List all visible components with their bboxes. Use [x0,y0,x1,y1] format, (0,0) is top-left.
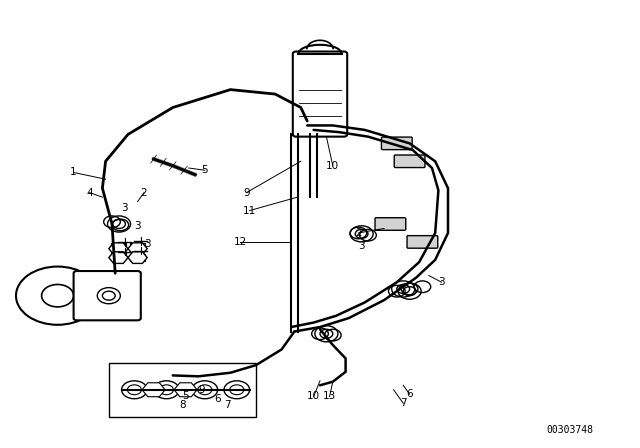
Bar [109,363,256,417]
Text: 00303748: 00303748 [546,425,593,435]
Text: 5: 5 [182,392,189,401]
Text: 6: 6 [406,389,413,399]
Text: 10: 10 [326,161,339,171]
Text: 3: 3 [134,221,141,231]
Text: 7: 7 [224,401,230,410]
Text: 3: 3 [438,277,445,287]
Text: 11: 11 [243,206,256,215]
Text: 8: 8 [179,401,186,410]
Text: 5: 5 [202,165,208,175]
Text: 9: 9 [198,385,205,395]
Text: 9: 9 [243,188,250,198]
Text: 3: 3 [144,239,150,249]
Text: 2: 2 [355,228,362,238]
Text: 6: 6 [214,394,221,404]
FancyBboxPatch shape [394,155,425,168]
Text: 13: 13 [323,392,336,401]
Text: 3: 3 [122,203,128,213]
FancyBboxPatch shape [381,137,412,150]
Text: 1: 1 [70,168,77,177]
Text: 7: 7 [400,398,406,408]
Bar [130,243,145,250]
FancyBboxPatch shape [293,52,347,137]
Bar [111,252,126,259]
Bar [111,243,126,250]
Text: 4: 4 [86,188,93,198]
Bar [130,254,145,261]
Text: 12: 12 [234,237,246,247]
FancyBboxPatch shape [375,218,406,230]
Text: 3: 3 [358,241,365,251]
Text: 2: 2 [141,188,147,198]
FancyBboxPatch shape [407,236,438,248]
FancyBboxPatch shape [74,271,141,320]
Text: 10: 10 [307,392,320,401]
